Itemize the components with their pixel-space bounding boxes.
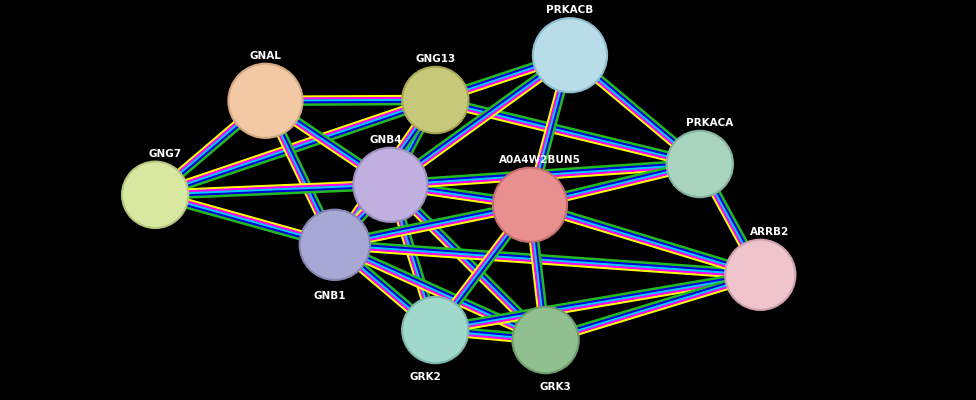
Ellipse shape [533,18,607,92]
Text: GRK3: GRK3 [540,382,571,392]
Text: GNG13: GNG13 [415,54,456,64]
Ellipse shape [228,64,303,138]
Ellipse shape [300,210,370,280]
Text: PRKACA: PRKACA [686,118,733,128]
Ellipse shape [512,307,579,373]
Text: GNAL: GNAL [250,51,281,61]
Ellipse shape [402,67,468,133]
Ellipse shape [493,168,567,242]
Text: GRK2: GRK2 [410,372,441,382]
Ellipse shape [353,148,427,222]
Ellipse shape [122,162,188,228]
Ellipse shape [725,240,795,310]
Ellipse shape [402,297,468,363]
Text: ARRB2: ARRB2 [751,227,790,237]
Ellipse shape [667,131,733,197]
Text: GNB1: GNB1 [313,290,346,300]
Text: GNB4: GNB4 [369,135,402,145]
Text: PRKACB: PRKACB [547,5,593,15]
Text: GNG7: GNG7 [148,149,182,159]
Text: A0A4W2BUN5: A0A4W2BUN5 [499,155,581,165]
